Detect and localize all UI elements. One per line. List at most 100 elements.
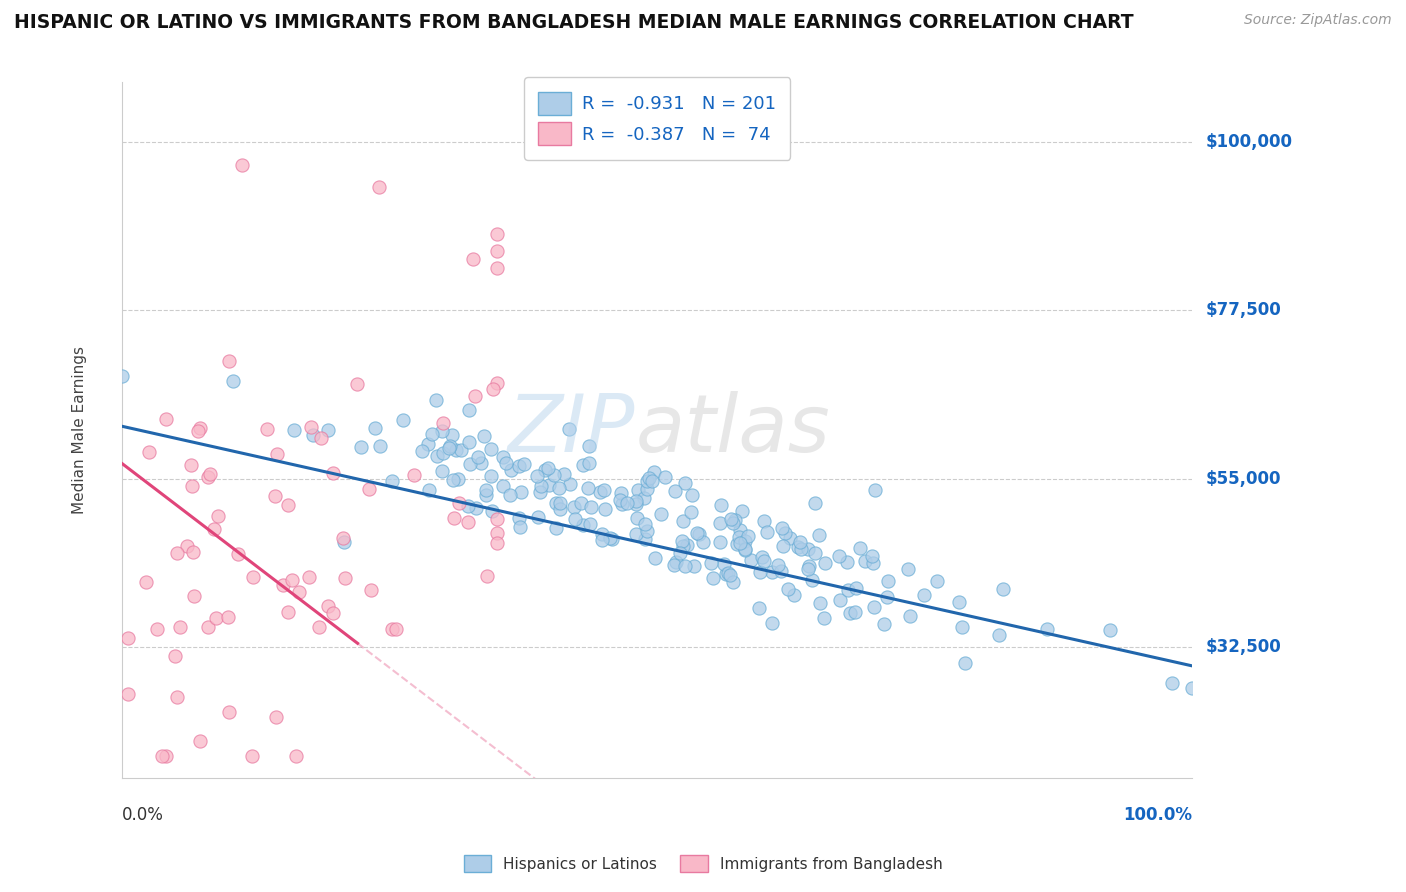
Point (844, 581, 866, 595)
Point (634, 516, 657, 531)
Point (240, 748, 263, 763)
Point (449, 495, 471, 509)
Point (600, 532, 623, 546)
Point (579, 516, 602, 531)
Point (624, 497, 647, 511)
Point (166, 690, 188, 705)
Point (862, 556, 884, 570)
Text: $55,000: $55,000 (1205, 470, 1281, 488)
Point (335, 571, 357, 585)
Point (308, 620, 330, 634)
Point (576, 481, 599, 495)
Point (357, 482, 380, 496)
Point (731, 504, 754, 518)
Point (700, 556, 723, 570)
Point (181, 545, 204, 559)
Point (538, 478, 561, 492)
Point (485, 536, 508, 550)
Point (509, 520, 531, 534)
Point (222, 375, 245, 389)
Point (441, 473, 464, 487)
Point (271, 578, 294, 592)
Point (897, 562, 920, 576)
Point (578, 456, 600, 470)
Point (544, 521, 567, 535)
Point (560, 477, 582, 491)
Point (145, 622, 167, 636)
Point (432, 416, 454, 430)
Point (322, 466, 344, 480)
Point (839, 606, 862, 620)
Point (650, 508, 672, 522)
Point (727, 530, 749, 544)
Point (808, 596, 831, 610)
Point (418, 437, 440, 451)
Point (475, 488, 498, 502)
Point (1036, 622, 1059, 636)
Point (285, 748, 308, 763)
Point (527, 510, 550, 524)
Point (553, 467, 575, 481)
Point (709, 516, 731, 530)
Point (692, 534, 714, 549)
Point (803, 546, 825, 560)
Point (717, 566, 740, 580)
Point (381, 622, 404, 636)
Point (641, 475, 664, 489)
Point (277, 498, 299, 512)
Point (411, 444, 433, 458)
Point (117, 631, 139, 645)
Point (626, 511, 648, 525)
Point (458, 457, 481, 471)
Point (789, 541, 811, 556)
Point (593, 502, 616, 516)
Point (439, 439, 461, 453)
Point (662, 558, 685, 572)
Point (499, 463, 522, 477)
Point (283, 423, 305, 437)
Point (633, 491, 655, 506)
Point (626, 526, 648, 541)
Point (610, 485, 633, 500)
Point (205, 610, 228, 624)
Point (728, 523, 751, 537)
Point (474, 429, 496, 443)
Point (432, 445, 454, 459)
Point (1160, 675, 1182, 690)
Point (418, 483, 440, 497)
Point (548, 496, 571, 510)
Point (676, 538, 699, 552)
Point (898, 609, 921, 624)
Point (264, 710, 287, 724)
Point (734, 542, 756, 557)
Point (797, 562, 820, 576)
Point (688, 526, 710, 541)
Point (734, 533, 756, 548)
Point (702, 571, 724, 585)
Point (117, 687, 139, 701)
Point (485, 227, 508, 241)
Point (672, 539, 695, 553)
Point (479, 469, 502, 483)
Point (430, 425, 453, 439)
Point (848, 541, 870, 555)
Point (485, 526, 508, 541)
Point (392, 412, 415, 426)
Point (591, 527, 613, 541)
Point (266, 447, 288, 461)
Point (458, 434, 481, 449)
Point (725, 537, 748, 551)
Point (548, 481, 571, 495)
Point (876, 590, 898, 604)
Point (426, 450, 449, 464)
Point (686, 526, 709, 541)
Point (464, 500, 486, 515)
Point (534, 463, 557, 477)
Point (593, 483, 616, 497)
Point (197, 620, 219, 634)
Point (485, 260, 508, 275)
Point (673, 559, 696, 574)
Point (779, 531, 801, 545)
Point (181, 478, 204, 492)
Point (332, 531, 354, 545)
